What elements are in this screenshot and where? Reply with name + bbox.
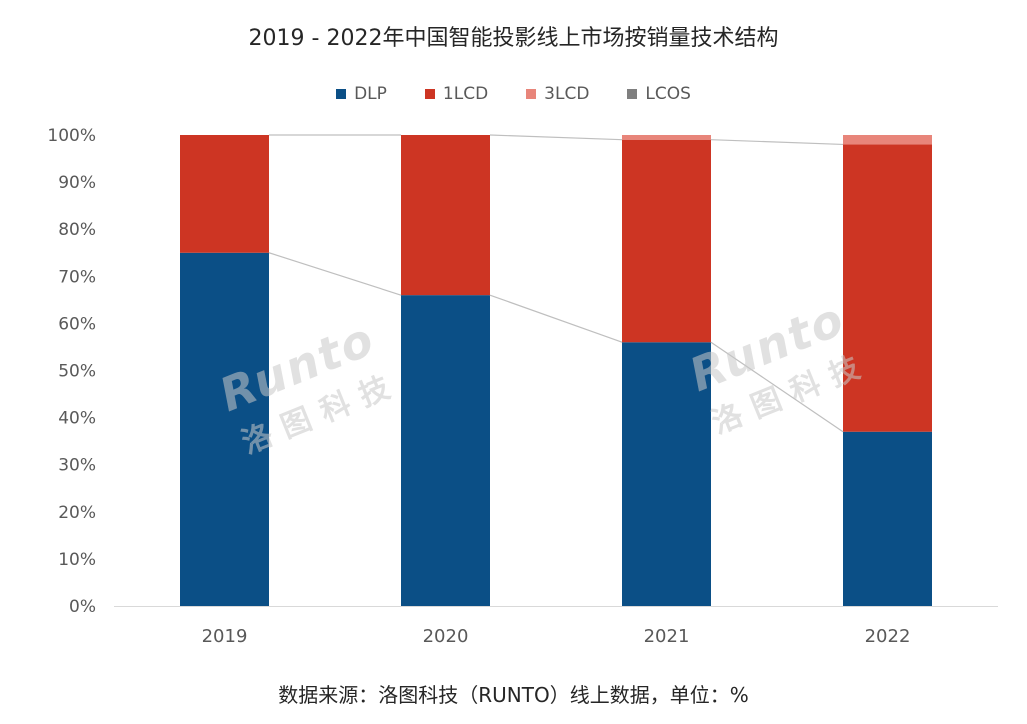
bar-segment-1lcd-2021	[622, 139, 711, 343]
source-note: 数据来源：洛图科技（RUNTO）线上数据，单位：%	[278, 683, 749, 707]
series-connector-line	[268, 252, 402, 296]
bar-segment-1lcd-2022	[843, 144, 932, 432]
legend-label-1lcd: 1LCD	[442, 84, 489, 104]
series-connector-line	[710, 139, 844, 146]
bar-segment-dlp-2019	[180, 252, 269, 606]
y-tick-label: 0%	[69, 597, 96, 617]
y-tick-label: 40%	[58, 409, 96, 429]
y-tick-label: 60%	[58, 314, 96, 334]
legend-item-lcos: LCOS	[627, 84, 691, 104]
legend-item-3lcd: 3LCD	[526, 84, 589, 104]
series-connector-line	[710, 341, 844, 433]
x-tick-label: 2022	[865, 626, 911, 647]
legend-item-dlp: DLP	[336, 84, 387, 104]
legend-label-dlp: DLP	[354, 84, 387, 104]
bar-segment-dlp-2021	[622, 342, 711, 606]
legend-item-1lcd: 1LCD	[424, 84, 489, 104]
legend: DLP 1LCD 3LCD LCOS	[0, 84, 1027, 104]
bar-segment-1lcd-2019	[180, 135, 269, 253]
bar-segment-dlp-2022	[843, 431, 932, 606]
bar-segment-3lcd-2021	[622, 135, 711, 140]
y-tick-label: 100%	[47, 126, 96, 146]
legend-label-lcos: LCOS	[645, 84, 691, 104]
y-tick-label: 80%	[58, 220, 96, 240]
legend-swatch-dlp	[336, 89, 347, 99]
bar-segment-dlp-2020	[401, 295, 490, 606]
legend-label-3lcd: 3LCD	[544, 84, 590, 104]
y-tick-label: 70%	[58, 267, 96, 287]
series-connector-line	[489, 294, 623, 343]
series-connector-line	[489, 134, 623, 141]
y-tick-label: 50%	[58, 362, 96, 382]
legend-swatch-lcos	[627, 89, 638, 99]
x-tick-label: 2021	[644, 626, 690, 647]
chart-title: 2019 - 2022年中国智能投影线上市场按销量技术结构	[248, 26, 779, 51]
x-tick-label: 2019	[202, 626, 248, 647]
x-tick-label: 2020	[423, 626, 469, 647]
legend-swatch-3lcd	[526, 89, 537, 99]
y-tick-label: 10%	[58, 550, 96, 570]
legend-swatch-1lcd	[424, 89, 435, 99]
y-tick-label: 90%	[58, 173, 96, 193]
bar-segment-1lcd-2020	[401, 135, 490, 296]
y-tick-label: 30%	[58, 456, 96, 476]
bar-segment-3lcd-2022	[843, 135, 932, 145]
y-tick-label: 20%	[58, 503, 96, 523]
